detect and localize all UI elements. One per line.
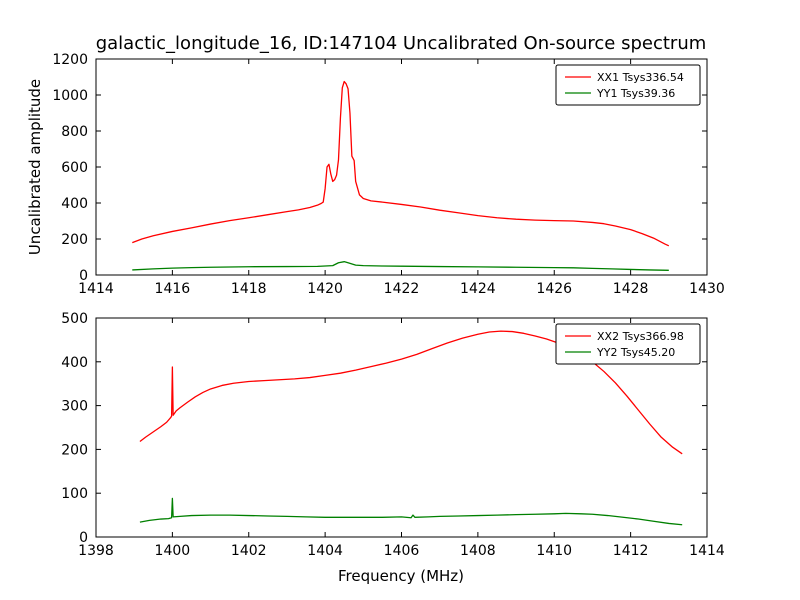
x-tick-label: 1400 (155, 543, 191, 559)
y-tick-label: 600 (61, 160, 88, 176)
figure-title: galactic_longitude_16, ID:147104 Uncalib… (96, 33, 707, 54)
x-tick-label: 1408 (460, 543, 496, 559)
x-tick-label: 1420 (307, 281, 343, 297)
x-tick-label: 1430 (689, 281, 725, 297)
legend-label: XX2 Tsys366.98 (597, 330, 684, 343)
y-tick-label: 100 (61, 486, 88, 502)
x-tick-label: 1416 (155, 281, 191, 297)
series-line-yy1 (132, 261, 669, 271)
legend-label: YY1 Tsys39.36 (596, 87, 675, 100)
y-tick-label: 400 (61, 196, 88, 212)
y-tick-label: 800 (61, 124, 88, 140)
y-tick-label: 400 (61, 355, 88, 371)
series-line-yy2 (139, 497, 683, 526)
x-tick-label: 1428 (613, 281, 649, 297)
bottom-subplot: 1398 1400 1402 1404 1406 1408 1410 1412 1414 0 100… (61, 311, 725, 559)
legend-box (555, 323, 701, 365)
x-tick-label: 1398 (78, 543, 114, 559)
x-tick-label: 1410 (536, 543, 572, 559)
y-tick-label: 1200 (52, 52, 88, 68)
x-axis-label: Frequency (MHz) (338, 567, 464, 585)
y-tick-label: 1000 (52, 88, 88, 104)
x-tick-label: 1422 (384, 281, 420, 297)
x-tick-label: 1418 (231, 281, 267, 297)
y-tick-label: 500 (61, 311, 88, 327)
legend-label: YY2 Tsys45.20 (596, 346, 675, 359)
y-tick-label: 200 (61, 442, 88, 458)
top-subplot: 1414 1416 1418 1420 1422 1424 1426 1428 1430 0 200… (52, 52, 724, 297)
y-tick-label: 0 (79, 530, 88, 546)
x-tick-label: 1412 (613, 543, 649, 559)
x-tick-label: 1402 (231, 543, 267, 559)
y-tick-label: 0 (79, 268, 88, 284)
x-tick-label: 1426 (536, 281, 572, 297)
x-tick-label: 1404 (307, 543, 343, 559)
y-axis-label: Uncalibrated amplitude (26, 79, 44, 255)
x-tick-label: 1414 (689, 543, 725, 559)
y-tick-label: 200 (61, 232, 88, 248)
legend-label: XX1 Tsys336.54 (597, 71, 684, 84)
x-tick-label: 1414 (78, 281, 114, 297)
series-line-xx1 (132, 80, 670, 247)
x-tick-label: 1424 (460, 281, 496, 297)
y-tick-label: 300 (61, 399, 88, 415)
legend-box (555, 64, 701, 106)
x-tick-label: 1406 (384, 543, 420, 559)
